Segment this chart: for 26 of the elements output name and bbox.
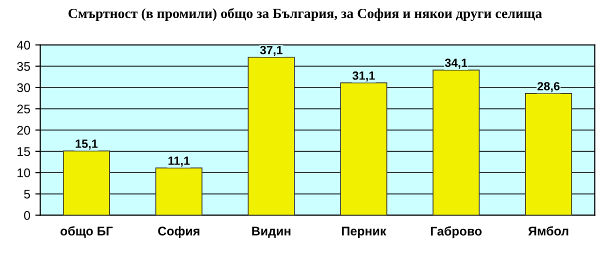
bar (340, 82, 388, 216)
x-tick-label: общо БГ (60, 226, 113, 238)
y-tick-label: 25 (17, 104, 30, 114)
data-label: 34,1 (444, 58, 468, 69)
bar (248, 56, 295, 216)
data-label: 28,6 (537, 82, 560, 92)
y-tick-label: 35 (17, 62, 30, 71)
data-label: 15,1 (76, 140, 98, 150)
x-tick-label: Ямбол (528, 226, 568, 236)
y-tick-label: 15 (18, 147, 30, 156)
x-tick-label: Перник (342, 226, 386, 238)
data-label: 11,1 (168, 156, 190, 167)
data-label: 31,1 (352, 71, 375, 82)
x-tick-label: София (158, 226, 200, 238)
y-tick-label: 10 (18, 168, 30, 178)
y-tick-label: 30 (17, 83, 30, 92)
y-tick-label: 5 (24, 190, 30, 199)
x-tick-label: Габрово (430, 226, 482, 238)
chart-title: Смъртност (в промили) общо за България, за София и някои други селища (68, 8, 542, 22)
y-tick-label: 20 (17, 126, 30, 135)
bar (155, 168, 202, 216)
bar (62, 150, 110, 216)
y-tick-label: 0 (24, 211, 30, 220)
data-label: 37,1 (260, 46, 282, 56)
y-tick-label: 40 (16, 40, 30, 50)
x-tick-label: Видин (252, 226, 290, 238)
